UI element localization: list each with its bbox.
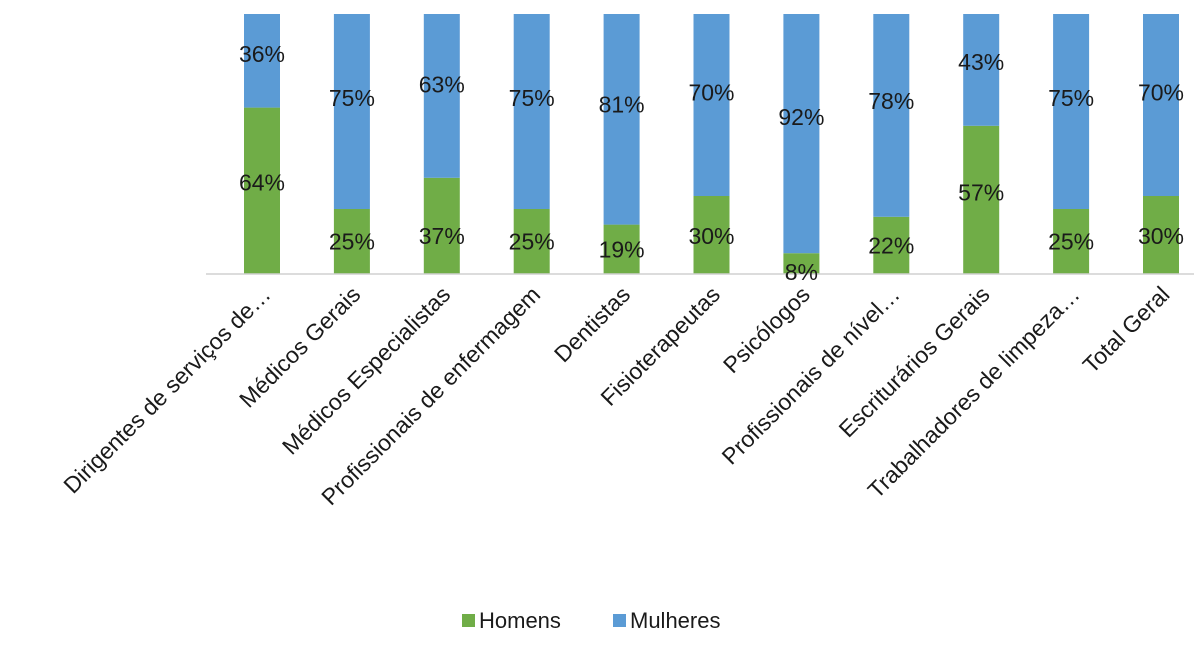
data-label-homens-0: 64%: [239, 169, 285, 195]
data-label-mulheres-8: 43%: [958, 49, 1004, 75]
category-labels-layer: Dirigentes de serviços de…Médicos Gerais…: [58, 281, 1174, 510]
bar-mulheres-9: [1053, 14, 1089, 209]
bar-mulheres-1: [334, 14, 370, 209]
legend-label-homens: Homens: [479, 608, 561, 633]
legend-swatch-homens: [462, 614, 475, 627]
bar-mulheres-3: [514, 14, 550, 209]
legend-label-mulheres: Mulheres: [630, 608, 720, 633]
data-label-homens-10: 30%: [1138, 223, 1184, 249]
data-label-homens-5: 30%: [688, 223, 734, 249]
data-label-homens-3: 25%: [509, 229, 555, 255]
category-label-6: Psicólogos: [718, 281, 815, 378]
data-label-homens-6: 8%: [785, 259, 818, 285]
legend: Homens Mulheres: [462, 608, 720, 633]
bar-mulheres-6: [783, 14, 819, 253]
data-label-mulheres-6: 92%: [778, 104, 824, 130]
data-label-homens-8: 57%: [958, 179, 1004, 205]
data-label-mulheres-5: 70%: [688, 79, 734, 105]
category-label-10: Total Geral: [1078, 281, 1175, 378]
data-label-homens-7: 22%: [868, 232, 914, 258]
data-label-homens-1: 25%: [329, 229, 375, 255]
category-label-7: Profissionais de nível…: [717, 281, 905, 469]
category-label-8: Escriturários Gerais: [834, 281, 995, 442]
legend-swatch-mulheres: [613, 614, 626, 627]
data-label-mulheres-4: 81%: [599, 92, 645, 118]
data-label-homens-2: 37%: [419, 223, 465, 249]
data-label-mulheres-0: 36%: [239, 41, 285, 67]
data-label-mulheres-1: 75%: [329, 85, 375, 111]
data-label-mulheres-2: 63%: [419, 71, 465, 97]
bar-mulheres-7: [873, 14, 909, 217]
data-label-homens-9: 25%: [1048, 229, 1094, 255]
category-label-2: Médicos Especialistas: [277, 281, 455, 459]
data-label-homens-4: 19%: [599, 236, 645, 262]
data-label-mulheres-3: 75%: [509, 85, 555, 111]
bar-mulheres-4: [604, 14, 640, 225]
data-label-mulheres-10: 70%: [1138, 79, 1184, 105]
category-label-4: Dentistas: [549, 281, 635, 367]
data-label-mulheres-9: 75%: [1048, 85, 1094, 111]
data-label-mulheres-7: 78%: [868, 88, 914, 114]
